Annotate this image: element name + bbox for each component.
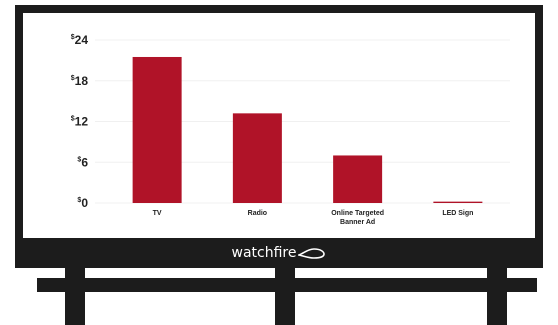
- brand-name: watchfire: [231, 245, 297, 261]
- bar: [132, 56, 182, 203]
- x-tick-label: TV: [153, 210, 162, 217]
- bar: [433, 201, 483, 203]
- y-tick-label: $12: [71, 115, 89, 129]
- billboard-post-left: [65, 268, 85, 325]
- billboard-post-right: [487, 268, 507, 325]
- watchfire-swoosh-icon: [298, 248, 326, 259]
- y-tick-label: $24: [71, 33, 89, 47]
- bar: [232, 113, 282, 203]
- billboard-post-center: [275, 268, 295, 325]
- y-tick-label: $18: [71, 74, 89, 88]
- x-tick-label: Radio: [248, 210, 267, 217]
- y-tick-label: $6: [77, 155, 88, 169]
- y-tick-label: $0: [77, 196, 88, 210]
- x-tick-label: Online Targeted Banner Ad: [331, 210, 384, 226]
- billboard-base: watchfire: [15, 238, 543, 268]
- bar: [333, 155, 383, 203]
- x-tick-label: LED Sign: [442, 210, 473, 217]
- brand-logo: watchfire: [15, 238, 543, 268]
